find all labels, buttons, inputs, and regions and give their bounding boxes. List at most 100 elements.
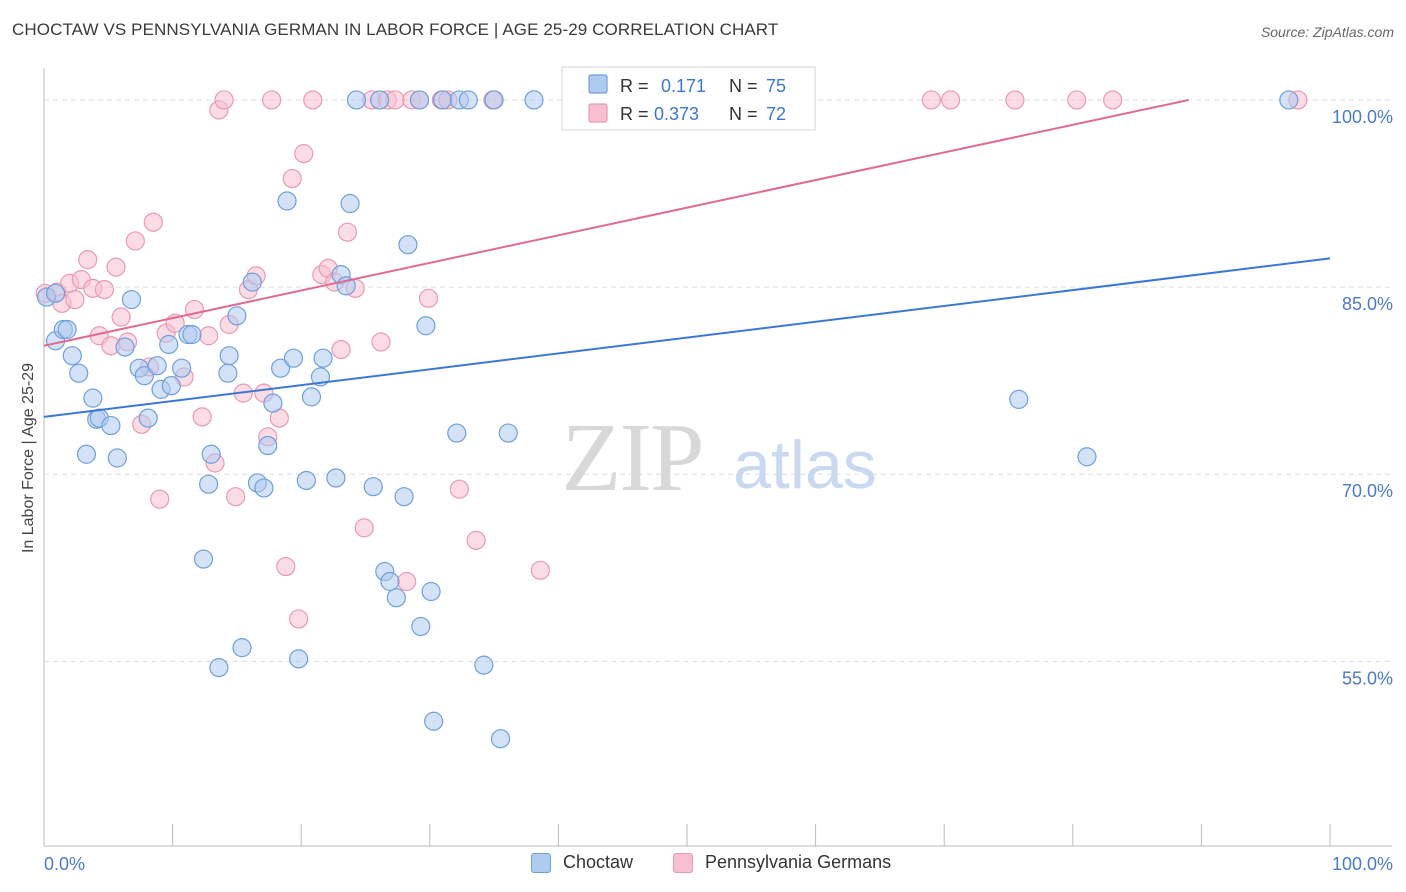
- choctaw-point: [258, 435, 278, 456]
- choctaw-point: [45, 283, 66, 303]
- pg-point: [337, 222, 358, 242]
- choctaw-point: [484, 90, 504, 110]
- pg-point: [331, 339, 351, 360]
- watermark-atlas: atlas: [733, 427, 877, 503]
- choctaw-point: [340, 193, 360, 214]
- bottom-legend-choctaw-label: Choctaw: [563, 852, 634, 872]
- choctaw-point: [147, 356, 167, 376]
- choctaw-swatch: [531, 852, 551, 873]
- pg-point: [111, 307, 131, 327]
- choctaw-point: [498, 423, 518, 443]
- choctaw-point: [161, 376, 181, 396]
- pg-point: [289, 609, 309, 629]
- pg-trend-line: [43, 98, 1189, 347]
- legend-n-label-pg: N =: [729, 104, 758, 124]
- choctaw-point: [101, 415, 121, 436]
- choctaw-point: [490, 729, 511, 749]
- pg-point: [1067, 90, 1087, 110]
- choctaw-point: [172, 358, 192, 378]
- pg-point: [371, 332, 391, 352]
- pg-point: [418, 288, 439, 308]
- legend-swatch-pg: [588, 103, 608, 123]
- x-tick-labels: 0.0% 100.0%: [44, 854, 1393, 874]
- pg-point: [294, 144, 314, 164]
- choctaw-point: [83, 388, 103, 408]
- pg-point: [143, 212, 163, 232]
- pg-point: [262, 90, 282, 110]
- choctaw-point: [159, 334, 179, 355]
- choctaw-point: [524, 90, 544, 110]
- legend-r-label-choctaw: R =: [620, 76, 649, 96]
- choctaw-point: [447, 423, 467, 443]
- choctaw-point: [1279, 90, 1299, 110]
- choctaw-point: [107, 448, 127, 468]
- choctaw-point: [398, 235, 418, 255]
- choctaw-point: [386, 588, 406, 608]
- choctaw-point: [313, 348, 333, 368]
- pg-point: [150, 489, 170, 509]
- pg-point: [449, 479, 469, 499]
- choctaw-point: [69, 363, 89, 383]
- gridlines: [44, 99, 1392, 662]
- pg-point: [106, 257, 126, 277]
- legend: R = 0.171 N = 75 R = 0.373 N = 72: [561, 66, 816, 131]
- legend-swatch-choctaw: [588, 74, 608, 94]
- choctaw-point: [121, 289, 142, 310]
- pg-point: [184, 299, 205, 320]
- pg-point: [282, 168, 302, 189]
- legend-r-value-choctaw: 0.171: [661, 76, 706, 96]
- choctaw-point: [370, 90, 390, 110]
- choctaw-point: [271, 358, 291, 378]
- pg-point: [1005, 90, 1025, 110]
- choctaw-point: [62, 346, 82, 366]
- choctaw-point: [283, 348, 304, 368]
- watermark-zip: ZIP: [562, 404, 703, 512]
- choctaw-point: [134, 366, 154, 386]
- choctaw-point: [474, 655, 494, 675]
- pg-point: [530, 560, 550, 580]
- bottom-legend-pg: Pennsylvania Germans: [673, 852, 891, 873]
- legend-n-value-choctaw: 75: [766, 76, 786, 96]
- choctaw-points: [36, 90, 1299, 749]
- choctaw-point: [218, 363, 238, 383]
- choctaw-point: [394, 487, 414, 507]
- choctaw-point: [1009, 389, 1029, 409]
- pg-point: [192, 407, 212, 427]
- watermark: ZIP atlas: [562, 404, 877, 512]
- legend-n-label-choctaw: N =: [729, 76, 758, 96]
- choctaw-point: [363, 477, 383, 497]
- source-label: Source: ZipAtlas.com: [1260, 24, 1394, 40]
- y-tick-label: 100.0%: [1332, 107, 1393, 127]
- x-tick-label-min: 0.0%: [44, 854, 85, 874]
- choctaw-point: [421, 581, 441, 602]
- choctaw-point: [424, 711, 444, 731]
- choctaw-point: [182, 324, 202, 345]
- choctaw-point: [193, 549, 214, 569]
- pg-swatch: [673, 852, 693, 873]
- choctaw-point: [301, 387, 322, 407]
- bottom-legend: Choctaw Pennsylvania Germans: [0, 850, 1406, 880]
- y-tick-label: 55.0%: [1342, 668, 1393, 688]
- choctaw-point: [289, 649, 309, 669]
- choctaw-point: [242, 272, 262, 292]
- choctaw-point: [219, 346, 239, 366]
- choctaw-point: [57, 319, 77, 340]
- y-tick-labels: 55.0% 70.0% 85.0% 100.0%: [1332, 107, 1393, 688]
- bottom-legend-choctaw: Choctaw: [531, 852, 633, 873]
- pg-point: [276, 556, 296, 577]
- pg-point: [226, 487, 246, 507]
- y-tick-label: 85.0%: [1342, 294, 1393, 314]
- choctaw-point: [277, 191, 297, 211]
- choctaw-point: [346, 90, 367, 110]
- choctaw-point: [458, 90, 478, 110]
- pg-point: [397, 571, 417, 592]
- choctaw-point: [409, 90, 430, 110]
- pg-point: [94, 279, 115, 300]
- chart-title: CHOCTAW VS PENNSYLVANIA GERMAN IN LABOR …: [12, 20, 779, 39]
- choctaw-point: [227, 306, 247, 326]
- choctaw-point: [1077, 447, 1097, 467]
- legend-r-value-pg: 0.373: [654, 104, 699, 124]
- choctaw-point: [209, 657, 229, 678]
- legend-n-value-pg: 72: [766, 104, 786, 124]
